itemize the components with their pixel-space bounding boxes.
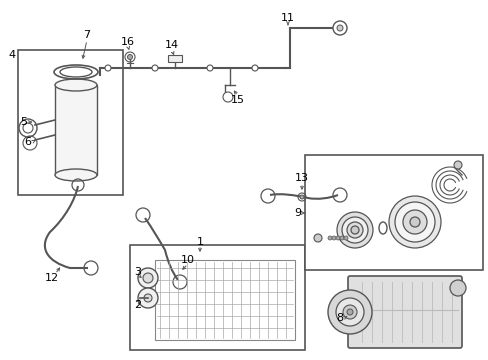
- Circle shape: [331, 236, 335, 240]
- Circle shape: [346, 222, 362, 238]
- Circle shape: [336, 212, 372, 248]
- Bar: [305, 155, 482, 270]
- Circle shape: [336, 25, 342, 31]
- Text: 9: 9: [294, 208, 301, 218]
- Text: 11: 11: [281, 13, 294, 23]
- Text: 2: 2: [134, 300, 141, 310]
- Bar: [155, 260, 294, 340]
- Text: 4: 4: [8, 50, 16, 60]
- Bar: [130, 245, 305, 350]
- Bar: [18, 50, 123, 195]
- Circle shape: [449, 280, 465, 296]
- Circle shape: [346, 309, 352, 315]
- Ellipse shape: [55, 169, 97, 181]
- Circle shape: [223, 92, 232, 102]
- Text: 1: 1: [196, 237, 203, 247]
- Circle shape: [453, 161, 461, 169]
- Bar: [168, 55, 182, 62]
- Text: 5: 5: [20, 117, 27, 127]
- Circle shape: [142, 273, 153, 283]
- Text: 15: 15: [230, 95, 244, 105]
- Bar: [55, 85, 97, 175]
- Text: 14: 14: [164, 40, 179, 50]
- Text: 8: 8: [336, 313, 343, 323]
- Circle shape: [127, 54, 132, 59]
- Circle shape: [341, 217, 367, 243]
- Circle shape: [313, 234, 321, 242]
- Circle shape: [251, 65, 258, 71]
- Circle shape: [152, 65, 158, 71]
- Circle shape: [409, 217, 419, 227]
- Circle shape: [394, 202, 434, 242]
- Circle shape: [335, 298, 363, 326]
- Circle shape: [339, 236, 343, 240]
- Ellipse shape: [60, 67, 92, 77]
- Circle shape: [138, 268, 158, 288]
- Text: 6: 6: [24, 137, 31, 147]
- Text: 3: 3: [134, 267, 141, 277]
- Circle shape: [343, 236, 347, 240]
- Circle shape: [350, 226, 358, 234]
- Circle shape: [143, 294, 152, 302]
- Circle shape: [402, 210, 426, 234]
- Circle shape: [105, 65, 111, 71]
- Circle shape: [327, 290, 371, 334]
- Text: 16: 16: [121, 37, 135, 47]
- Circle shape: [332, 21, 346, 35]
- Circle shape: [299, 195, 304, 199]
- Ellipse shape: [55, 79, 97, 91]
- Text: 13: 13: [294, 173, 308, 183]
- Circle shape: [327, 236, 331, 240]
- Text: 10: 10: [181, 255, 195, 265]
- Circle shape: [206, 65, 213, 71]
- Text: 7: 7: [83, 30, 90, 40]
- FancyBboxPatch shape: [347, 276, 461, 348]
- Text: 12: 12: [45, 273, 59, 283]
- Circle shape: [138, 288, 158, 308]
- Circle shape: [388, 196, 440, 248]
- Circle shape: [342, 305, 356, 319]
- Circle shape: [335, 236, 339, 240]
